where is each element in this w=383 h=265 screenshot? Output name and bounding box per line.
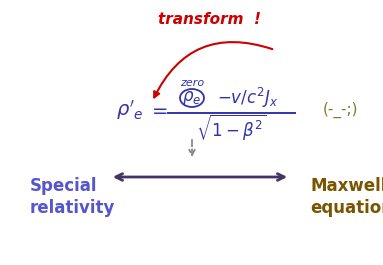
Text: $- v/c^2 J_x$: $- v/c^2 J_x$ (218, 86, 278, 110)
Text: $=$: $=$ (148, 100, 168, 120)
Text: $\rho'_e$: $\rho'_e$ (116, 98, 144, 122)
Text: zero: zero (180, 78, 204, 88)
Text: (-_-;): (-_-;) (322, 102, 358, 118)
Text: $\sqrt{1 - \beta^2}$: $\sqrt{1 - \beta^2}$ (196, 113, 266, 143)
Text: transform  !: transform ! (159, 12, 262, 28)
Text: Maxwell
equation: Maxwell equation (310, 177, 383, 217)
FancyArrowPatch shape (154, 42, 272, 98)
Text: $\rho_e$: $\rho_e$ (182, 89, 201, 107)
Text: Special
relativity: Special relativity (30, 177, 115, 217)
